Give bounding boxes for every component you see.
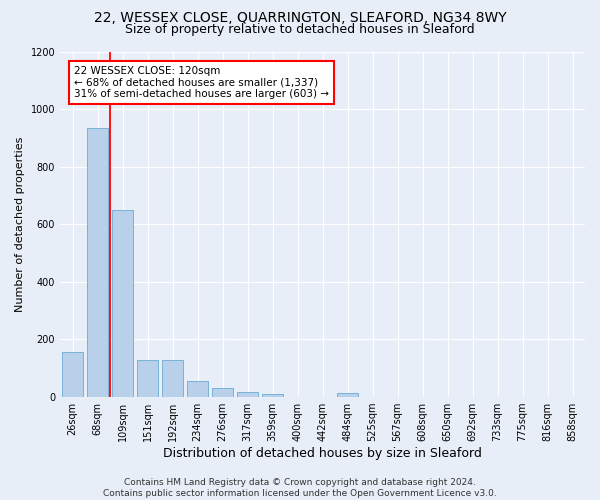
Text: Contains HM Land Registry data © Crown copyright and database right 2024.
Contai: Contains HM Land Registry data © Crown c… [103,478,497,498]
Text: Size of property relative to detached houses in Sleaford: Size of property relative to detached ho… [125,22,475,36]
Bar [187,380,208,397]
X-axis label: Distribution of detached houses by size in Sleaford: Distribution of detached houses by size … [163,447,482,460]
Bar [112,210,133,397]
Bar [62,352,83,397]
Y-axis label: Number of detached properties: Number of detached properties [15,136,25,312]
Bar [237,392,258,397]
Text: 22 WESSEX CLOSE: 120sqm
← 68% of detached houses are smaller (1,337)
31% of semi: 22 WESSEX CLOSE: 120sqm ← 68% of detache… [74,66,329,99]
Text: 22, WESSEX CLOSE, QUARRINGTON, SLEAFORD, NG34 8WY: 22, WESSEX CLOSE, QUARRINGTON, SLEAFORD,… [94,11,506,25]
Bar [137,360,158,397]
Bar [262,394,283,397]
Bar [162,360,183,397]
Bar [337,394,358,397]
Bar [212,388,233,397]
Bar [87,128,108,397]
